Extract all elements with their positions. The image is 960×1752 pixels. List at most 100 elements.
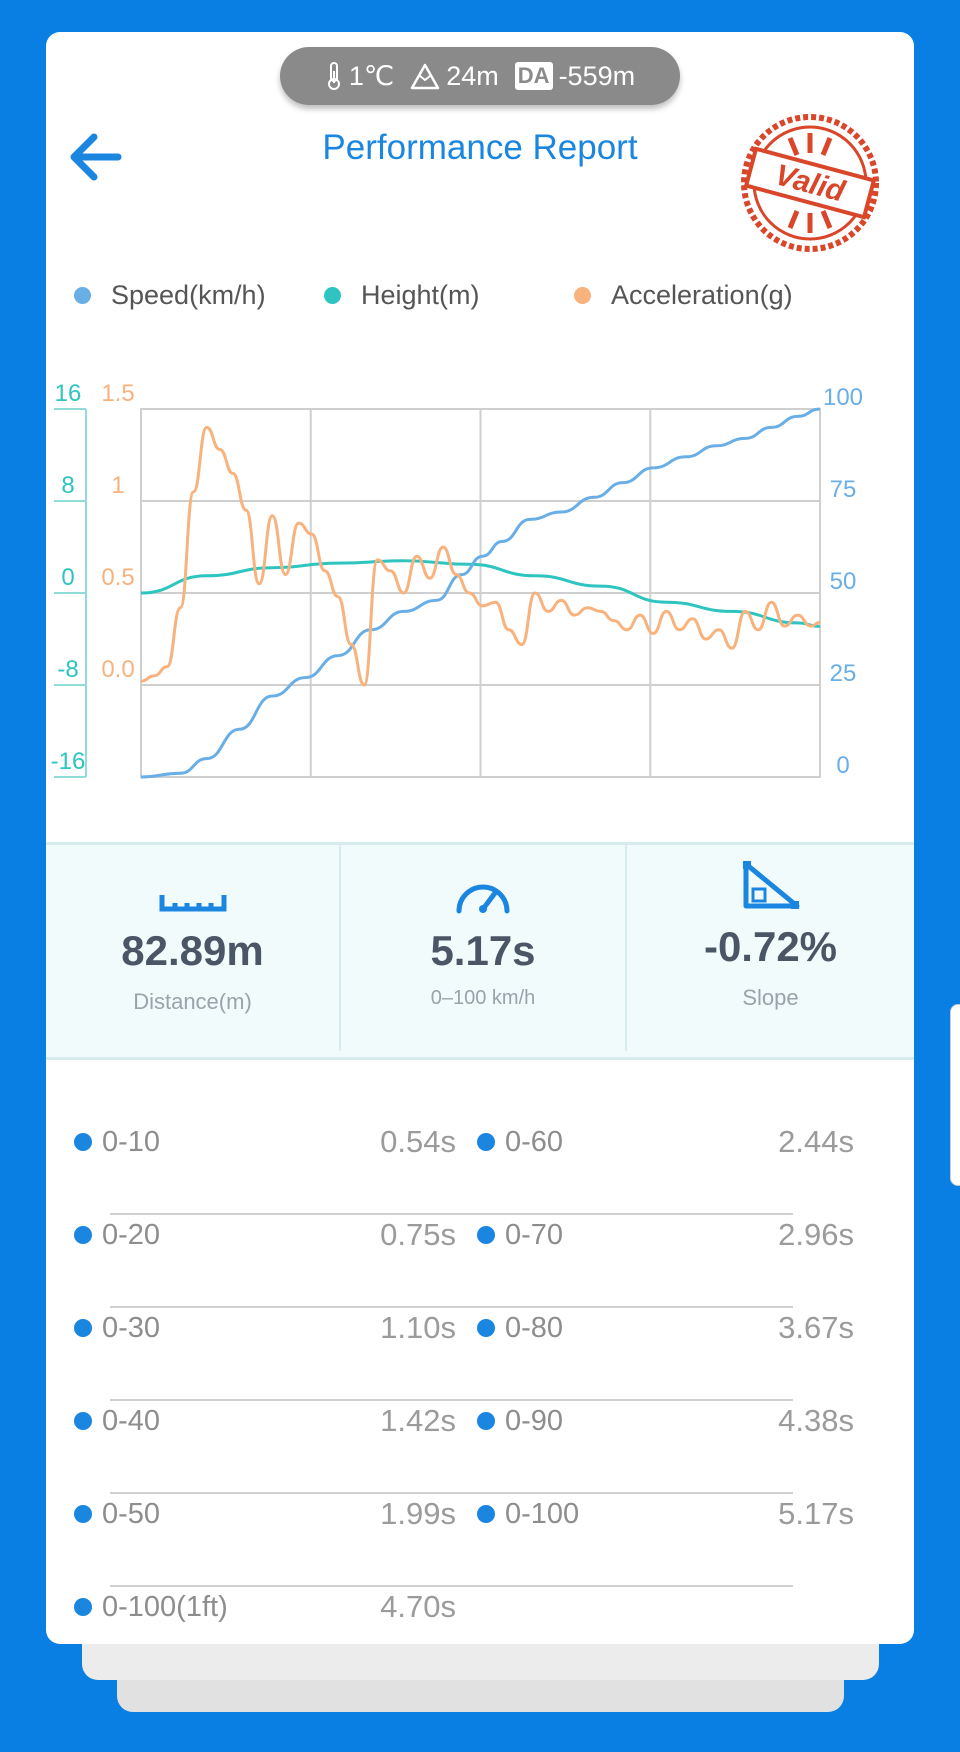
split-name: 0-60 bbox=[505, 1125, 564, 1158]
legend-dot-height bbox=[324, 287, 341, 304]
speed-axis-tick-label: 0 bbox=[836, 752, 849, 779]
acceleration-axis-tick-label: 0.0 bbox=[101, 656, 134, 683]
stats-panel: 82.89m Distance(m) 5.17s 0–100 km/h -0.7… bbox=[46, 842, 914, 1060]
mountain-icon bbox=[411, 63, 440, 90]
temperature-value: 1℃ bbox=[348, 60, 395, 91]
split-time: 5.17s bbox=[778, 1496, 854, 1531]
page-title: Performance Report bbox=[322, 128, 638, 167]
split-item: 0-80 bbox=[477, 1298, 563, 1358]
split-name: 0-70 bbox=[505, 1218, 564, 1251]
acceleration-axis-tick-label: 1.5 bbox=[101, 380, 134, 407]
split-name: 0-40 bbox=[102, 1404, 161, 1437]
split-time: 3.67s bbox=[778, 1310, 854, 1345]
split-time: 2.96s bbox=[778, 1217, 854, 1252]
split-item: 0-30 bbox=[74, 1298, 160, 1358]
chart-legend: Speed(km/h) Height(m) Acceleration(g) bbox=[74, 280, 793, 311]
legend-item-acceleration: Acceleration(g) bbox=[574, 280, 793, 311]
split-name: 0-10 bbox=[102, 1125, 161, 1158]
split-time: 0.75s bbox=[380, 1217, 456, 1252]
split-time: 4.38s bbox=[778, 1403, 854, 1438]
back-button[interactable] bbox=[66, 127, 136, 187]
stat-distance: 82.89m Distance(m) bbox=[46, 845, 339, 1051]
height-axis-tick-label: -8 bbox=[57, 656, 78, 683]
split-time: 4.70s bbox=[380, 1589, 456, 1624]
altitude-item: 24m bbox=[410, 61, 499, 92]
split-time: 1.42s bbox=[380, 1403, 456, 1438]
split-item: 0-100 bbox=[477, 1484, 579, 1544]
height-series-line bbox=[140, 559, 821, 628]
split-dot bbox=[74, 1598, 92, 1616]
split-divider bbox=[110, 1492, 793, 1494]
split-name: 0-20 bbox=[102, 1218, 161, 1251]
speed-axis-tick-label: 100 bbox=[823, 384, 863, 411]
environment-pill: 1℃ 24m DA -559m bbox=[280, 47, 680, 105]
legend-label-height: Height(m) bbox=[361, 280, 480, 310]
split-time: 2.44s bbox=[778, 1124, 854, 1159]
altitude-value: 24m bbox=[446, 60, 499, 91]
speed-series-line bbox=[140, 407, 821, 779]
split-name: 0-80 bbox=[505, 1311, 564, 1344]
split-dot bbox=[477, 1226, 495, 1244]
speed-axis-tick-label: 25 bbox=[830, 660, 857, 687]
split-name: 0-30 bbox=[102, 1311, 161, 1344]
height-axis-tick-label: 8 bbox=[61, 472, 74, 499]
split-item: 0-100(1ft) bbox=[74, 1577, 228, 1637]
legend-dot-speed bbox=[74, 287, 91, 304]
split-time: 0.54s bbox=[380, 1124, 456, 1159]
legend-item-height: Height(m) bbox=[324, 280, 574, 311]
split-name: 0-90 bbox=[505, 1404, 564, 1437]
temperature-item: 1℃ bbox=[325, 61, 394, 92]
arrow-left-icon bbox=[70, 133, 122, 181]
split-item: 0-60 bbox=[477, 1112, 563, 1172]
acceleration-axis-tick-label: 0.5 bbox=[101, 564, 134, 591]
edge-panel-handle[interactable] bbox=[950, 1004, 960, 1186]
legend-dot-acceleration bbox=[574, 287, 591, 304]
split-item: 0-70 bbox=[477, 1205, 563, 1265]
split-item: 0-40 bbox=[74, 1391, 160, 1451]
split-row: 0-40 1.42s 0-90 4.38s bbox=[46, 1391, 914, 1451]
split-name: 0-100(1ft) bbox=[102, 1590, 228, 1623]
split-divider bbox=[110, 1213, 793, 1215]
performance-chart: 16 8 0 -8 -16 1.5 1 0.5 0.0 100 75 50 25 0 bbox=[51, 380, 863, 779]
split-divider bbox=[110, 1306, 793, 1308]
legend-item-speed: Speed(km/h) bbox=[74, 280, 324, 311]
density-altitude-badge: DA bbox=[514, 62, 553, 90]
density-altitude-value: -559m bbox=[558, 60, 636, 91]
split-row: 0-100(1ft) 4.70s bbox=[46, 1577, 914, 1637]
split-row: 0-30 1.10s 0-80 3.67s bbox=[46, 1298, 914, 1358]
valid-stamp: Valid bbox=[741, 114, 879, 252]
speed-axis-tick-label: 75 bbox=[830, 476, 857, 503]
split-divider bbox=[110, 1399, 793, 1401]
thermometer-icon bbox=[327, 62, 340, 90]
slope-value: -0.72% bbox=[703, 923, 838, 970]
stat-slope: -0.72% Slope bbox=[627, 845, 914, 1051]
split-divider bbox=[110, 1585, 793, 1587]
split-dot bbox=[74, 1505, 92, 1523]
split-name: 0-100 bbox=[505, 1497, 580, 1530]
split-time: 1.10s bbox=[380, 1310, 456, 1345]
split-dot bbox=[477, 1505, 495, 1523]
acceleration-time-label: 0–100 km/h bbox=[430, 987, 536, 1009]
height-axis-tick-label: 16 bbox=[55, 380, 82, 407]
split-dot bbox=[74, 1412, 92, 1430]
split-name: 0-50 bbox=[102, 1497, 161, 1530]
split-dot bbox=[477, 1319, 495, 1337]
split-item: 0-50 bbox=[74, 1484, 160, 1544]
report-card: 1℃ 24m DA -559m Performance Report bbox=[46, 32, 914, 1644]
split-item: 0-90 bbox=[477, 1391, 563, 1451]
distance-value: 82.89m bbox=[121, 927, 264, 974]
split-row: 0-10 0.54s 0-60 2.44s bbox=[46, 1112, 914, 1172]
split-dot bbox=[74, 1133, 92, 1151]
split-time: 1.99s bbox=[380, 1496, 456, 1531]
acceleration-axis-tick-label: 1 bbox=[111, 472, 124, 499]
split-item: 0-20 bbox=[74, 1205, 160, 1265]
slope-label: Slope bbox=[742, 985, 799, 1010]
speedometer-icon bbox=[456, 884, 510, 914]
height-axis-tick-label: -16 bbox=[51, 748, 86, 775]
stat-divider bbox=[339, 845, 341, 1051]
speed-axis-tick-label: 50 bbox=[830, 568, 857, 595]
stat-acceleration-time: 5.17s 0–100 km/h bbox=[341, 845, 625, 1051]
stat-divider bbox=[625, 845, 627, 1051]
split-row: 0-20 0.75s 0-70 2.96s bbox=[46, 1205, 914, 1265]
height-axis-tick-label: 0 bbox=[61, 564, 74, 591]
